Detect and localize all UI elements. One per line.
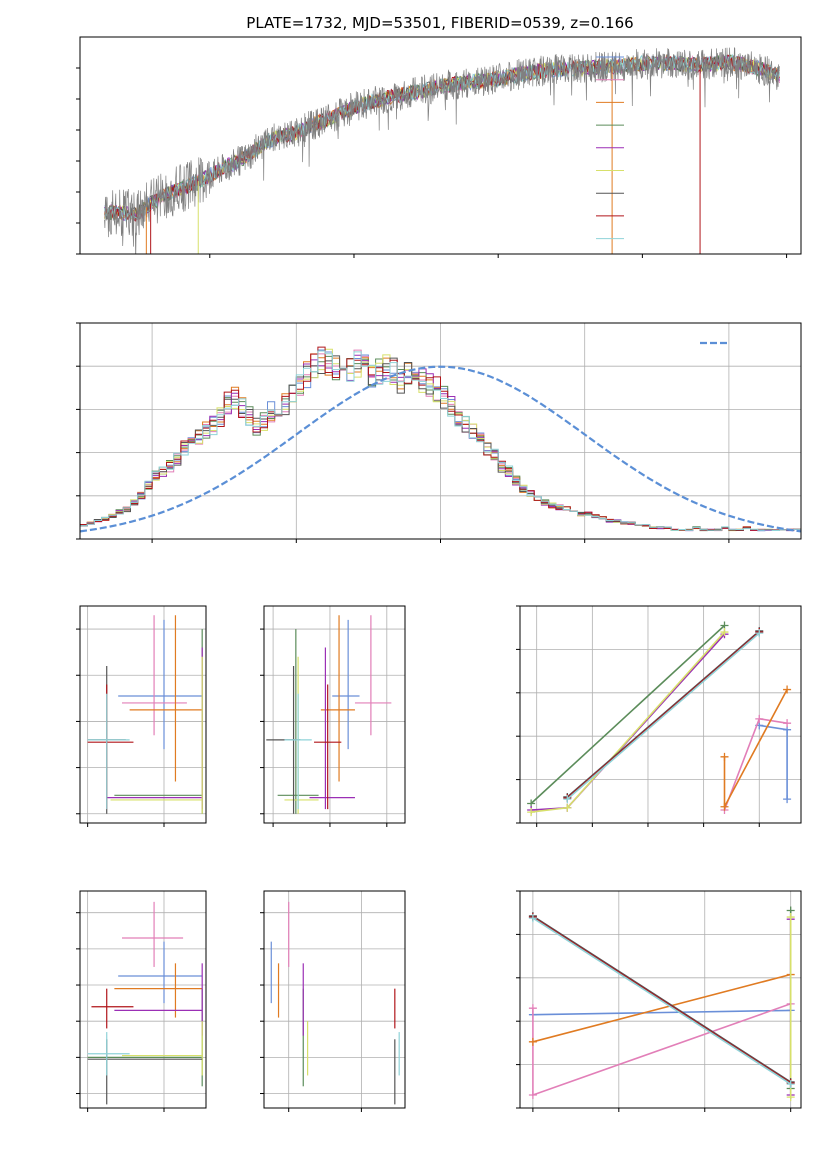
data-spectrum-line bbox=[104, 47, 780, 254]
plot-area-mass_vs_Z bbox=[87, 901, 203, 1105]
mass-weight-marker bbox=[720, 752, 729, 761]
panel-mass_weight_vs_age bbox=[516, 605, 802, 827]
mass-weight-marker bbox=[563, 803, 572, 812]
mass-weight-line bbox=[723, 717, 788, 811]
residual-histogram-step bbox=[80, 350, 801, 531]
plot-area-age_vs_Z bbox=[87, 615, 203, 814]
mass-weight-marker bbox=[755, 629, 764, 638]
mass-weight-line bbox=[532, 1003, 791, 1097]
mass-weight-marker bbox=[563, 795, 572, 804]
mass-weight-marker bbox=[786, 1080, 795, 1089]
plot-area-mass_weight_vs_Z bbox=[528, 906, 795, 1102]
panel-mass_vs_ebv bbox=[260, 890, 406, 1112]
panel-mass_weight_vs_Z bbox=[516, 890, 802, 1112]
mass-weight-marker bbox=[786, 1093, 795, 1102]
plot-area-age_vs_mass bbox=[266, 615, 392, 814]
mass-weight-line bbox=[532, 916, 792, 1084]
mass-weight-marker bbox=[528, 1004, 537, 1013]
mass-weight-marker bbox=[528, 1037, 537, 1046]
mass-weight-line bbox=[531, 633, 726, 811]
axes-frame bbox=[79, 890, 207, 1109]
axes-frame bbox=[519, 890, 802, 1109]
mass-weight-marker bbox=[528, 1090, 537, 1099]
axes-frame bbox=[79, 322, 802, 540]
plot-area-spectrum bbox=[104, 47, 780, 254]
plot-area-mass_weight_vs_age bbox=[527, 621, 792, 817]
axes-frame bbox=[263, 890, 406, 1109]
mass-weight-line bbox=[566, 632, 760, 800]
axes-frame bbox=[263, 605, 406, 824]
plot-area-residuals bbox=[80, 346, 801, 533]
panel-age_vs_Z bbox=[76, 605, 207, 827]
mass-weight-line bbox=[532, 915, 792, 1083]
mass-weight-marker bbox=[786, 913, 795, 922]
axes-frame bbox=[79, 605, 207, 824]
axes-frame bbox=[79, 36, 802, 255]
figure-title: PLATE=1732, MJD=53501, FIBERID=0539, z=0… bbox=[246, 14, 633, 32]
axes-frame bbox=[519, 605, 802, 824]
plot-area-mass_vs_ebv bbox=[270, 901, 400, 1105]
mass-weight-line bbox=[532, 917, 792, 1085]
panel-spectrum bbox=[76, 36, 802, 258]
mass-weight-marker bbox=[783, 685, 792, 694]
mass-weight-line bbox=[530, 624, 726, 805]
mass-weight-marker bbox=[720, 802, 729, 811]
panel-age_vs_mass bbox=[260, 605, 406, 827]
mass-weight-marker bbox=[527, 808, 536, 817]
mass-weight-line bbox=[532, 1009, 791, 1016]
mass-weight-marker bbox=[783, 795, 792, 804]
mass-weight-marker bbox=[755, 714, 764, 723]
mass-weight-line bbox=[723, 689, 788, 808]
panel-mass_vs_Z bbox=[76, 890, 207, 1112]
mass-weight-line bbox=[566, 631, 760, 799]
mass-weight-marker bbox=[528, 914, 537, 923]
mass-weight-marker bbox=[720, 628, 729, 637]
gaussian-curve bbox=[80, 365, 801, 533]
mass-weight-line bbox=[532, 973, 791, 1043]
panel-residuals bbox=[76, 322, 802, 543]
mass-weight-line bbox=[531, 631, 726, 813]
mass-weight-marker bbox=[783, 719, 792, 728]
